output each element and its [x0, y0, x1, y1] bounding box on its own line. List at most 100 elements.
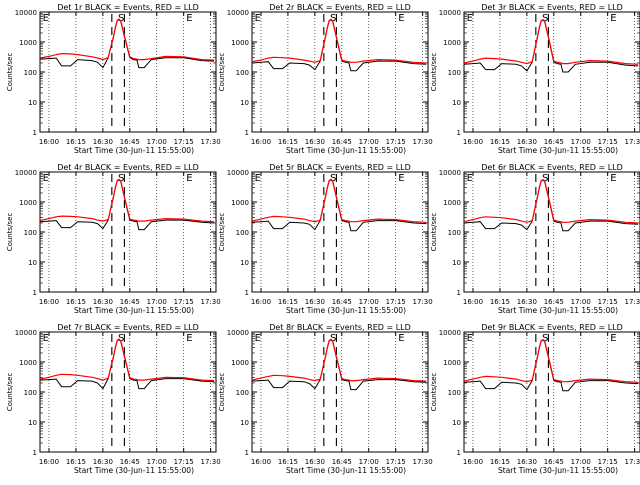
y-tick-label: 100: [448, 229, 461, 237]
flag-label: S: [330, 333, 336, 344]
x-tick-label: 17:30: [201, 138, 221, 146]
flag-label: S: [118, 173, 124, 184]
x-tick-label: 17:30: [413, 458, 433, 466]
y-tick-label: 1: [245, 129, 249, 137]
x-tick-label: 16:45: [120, 458, 140, 466]
y-tick-label: 10: [28, 419, 37, 427]
series-line: [251, 18, 427, 64]
flag-label: E: [610, 333, 616, 344]
chart-panel: 16:00 16:15 16:30 16:45 17:00 17:15 17:30 1 10 10…: [430, 3, 640, 155]
plot-frame: [251, 11, 429, 133]
x-tick-label: 16:00: [39, 458, 59, 466]
y-tick-label: 10000: [227, 329, 249, 337]
flag-label: E: [467, 173, 473, 184]
x-tick-label: 16:30: [517, 138, 537, 146]
x-axis-label: Start Time (30-Jun-11 15:55:00): [74, 146, 194, 155]
flag-label: E: [43, 13, 49, 24]
x-tick-label: 16:15: [66, 138, 86, 146]
x-axis-label: Start Time (30-Jun-11 15:55:00): [286, 306, 406, 315]
x-axis-label: Start Time (30-Jun-11 15:55:00): [498, 466, 618, 475]
x-tick-label: 16:30: [517, 458, 537, 466]
series-line: [39, 18, 215, 69]
x-tick-label: 16:45: [120, 138, 140, 146]
x-tick-label: 17:30: [625, 138, 640, 146]
y-tick-label: 1: [245, 289, 249, 297]
y-tick-label: 1: [33, 289, 37, 297]
x-axis-label: Start Time (30-Jun-11 15:55:00): [498, 146, 618, 155]
flag-label: E: [255, 333, 261, 344]
plot-frame: [39, 171, 217, 293]
x-tick-label: 17:15: [174, 138, 194, 146]
plot-frame: [251, 171, 429, 293]
y-axis-label: Counts/sec: [6, 53, 14, 92]
y-tick-label: 10000: [227, 169, 249, 177]
flag-label: S: [118, 333, 124, 344]
flag-label: E: [610, 173, 616, 184]
x-tick-label: 16:30: [517, 298, 537, 306]
y-tick-label: 10000: [439, 169, 461, 177]
series-line: [463, 178, 639, 224]
flag-label: S: [330, 13, 336, 24]
x-tick-label: 16:15: [278, 458, 298, 466]
chart-title: Det 1r BLACK = Events, RED = LLD: [57, 3, 199, 12]
y-axis-label: Counts/sec: [6, 213, 14, 252]
flag-label: E: [43, 333, 49, 344]
x-tick-label: 16:45: [544, 458, 564, 466]
x-tick-label: 17:15: [598, 138, 618, 146]
series-line: [463, 339, 639, 392]
flag-label: E: [186, 173, 192, 184]
x-tick-label: 16:15: [278, 298, 298, 306]
flag-label: E: [610, 13, 616, 24]
series-line: [463, 18, 639, 65]
y-tick-label: 100: [448, 389, 461, 397]
x-axis-label: Start Time (30-Jun-11 15:55:00): [286, 146, 406, 155]
flag-label: E: [255, 173, 261, 184]
x-tick-label: 17:15: [174, 458, 194, 466]
chart-panel: 16:00 16:15 16:30 16:45 17:00 17:15 17:30 1 10 10…: [430, 163, 640, 315]
chart-panel: 16:00 16:15 16:30 16:45 17:00 17:15 17:30 1 10 10…: [430, 323, 640, 475]
series-line: [251, 19, 427, 72]
series-line: [463, 338, 639, 383]
series-line: [463, 19, 639, 73]
y-tick-label: 1: [33, 449, 37, 457]
y-tick-label: 1000: [231, 199, 249, 207]
y-tick-label: 10: [452, 99, 461, 107]
x-tick-label: 17:30: [625, 298, 640, 306]
x-tick-label: 16:00: [463, 138, 483, 146]
x-tick-label: 17:15: [386, 298, 406, 306]
plot-frame: [39, 331, 217, 453]
x-tick-label: 16:45: [332, 298, 352, 306]
series-line: [39, 18, 215, 61]
chart-title: Det 2r BLACK = Events, RED = LLD: [269, 3, 411, 12]
x-tick-label: 16:30: [305, 298, 325, 306]
x-tick-label: 16:30: [93, 458, 113, 466]
series-line: [251, 339, 427, 391]
chart-title: Det 3r BLACK = Events, RED = LLD: [481, 3, 623, 12]
x-tick-label: 16:15: [66, 298, 86, 306]
x-tick-label: 17:00: [571, 298, 591, 306]
chart-title: Det 7r BLACK = Events, RED = LLD: [57, 323, 199, 332]
y-tick-label: 100: [448, 69, 461, 77]
y-tick-label: 100: [236, 229, 249, 237]
flag-label: E: [398, 13, 404, 24]
series-line: [251, 179, 427, 232]
x-tick-label: 16:00: [463, 298, 483, 306]
x-tick-label: 17:30: [413, 298, 433, 306]
y-tick-label: 100: [24, 389, 37, 397]
y-tick-label: 1: [457, 289, 461, 297]
x-tick-label: 17:00: [359, 458, 379, 466]
y-tick-label: 100: [236, 69, 249, 77]
x-tick-label: 17:30: [201, 298, 221, 306]
x-tick-label: 17:15: [598, 298, 618, 306]
x-tick-label: 16:15: [490, 298, 510, 306]
y-tick-label: 1000: [19, 199, 37, 207]
x-tick-label: 16:00: [251, 138, 271, 146]
chart-panel: 16:00 16:15 16:30 16:45 17:00 17:15 17:30 1 10 10…: [6, 323, 221, 475]
y-tick-label: 10: [240, 259, 249, 267]
x-tick-label: 17:15: [174, 298, 194, 306]
x-tick-label: 17:15: [598, 458, 618, 466]
x-tick-label: 16:00: [39, 298, 59, 306]
y-axis-label: Counts/sec: [430, 373, 438, 412]
